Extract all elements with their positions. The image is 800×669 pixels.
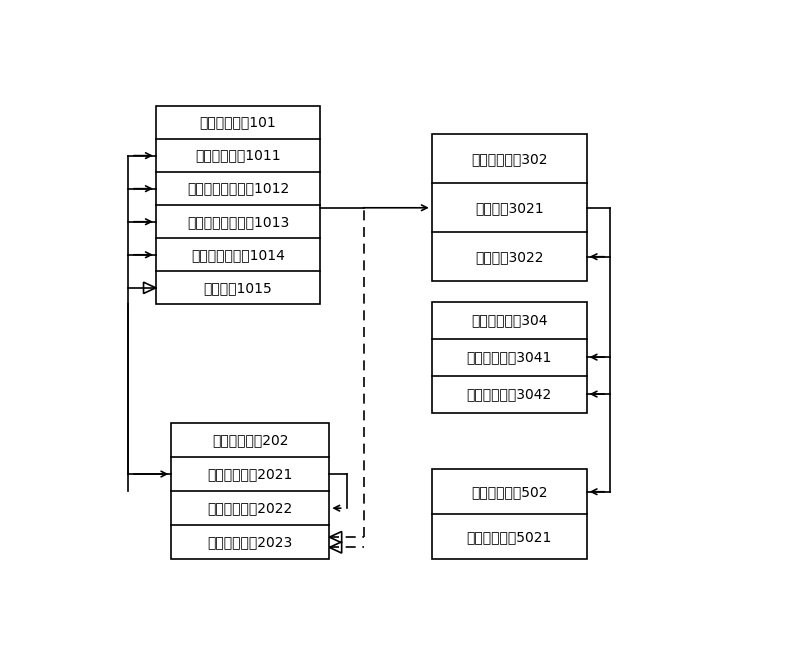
Text: 大流量信号模块1014: 大流量信号模块1014	[191, 248, 285, 262]
Bar	[171, 423, 330, 559]
Text: 计算装置3021: 计算装置3021	[475, 201, 543, 215]
Text: 信号识别装置2021: 信号识别装置2021	[208, 467, 293, 481]
Text: 比较装置3022: 比较装置3022	[475, 250, 543, 264]
Text: 开关信号模块1011: 开关信号模块1011	[195, 149, 281, 163]
Text: 数据采集装置202: 数据采集装置202	[212, 433, 289, 447]
Bar	[432, 134, 586, 281]
Text: 前端采集装置101: 前端采集装置101	[199, 116, 276, 130]
Text: 变化速率信号模块1013: 变化速率信号模块1013	[187, 215, 289, 229]
Text: 数据转发装置3042: 数据转发装置3042	[466, 387, 552, 401]
Bar	[432, 302, 586, 413]
Text: 恒定速率信号模块1012: 恒定速率信号模块1012	[187, 182, 289, 195]
Bar	[156, 106, 320, 304]
Text: 分析响应装置5021: 分析响应装置5021	[466, 530, 552, 544]
Bar	[432, 469, 586, 559]
Text: 计算控制装置302: 计算控制装置302	[471, 152, 547, 166]
Text: 数据处理装置502: 数据处理装置502	[471, 485, 547, 499]
Text: 数据拆封装置3041: 数据拆封装置3041	[466, 350, 552, 364]
Text: 采集控制装置2023: 采集控制装置2023	[208, 535, 293, 549]
Text: 信号封装装置2022: 信号封装装置2022	[208, 501, 293, 515]
Text: 受控装置1015: 受控装置1015	[203, 281, 272, 295]
Text: 数据发布装置304: 数据发布装置304	[471, 313, 547, 327]
